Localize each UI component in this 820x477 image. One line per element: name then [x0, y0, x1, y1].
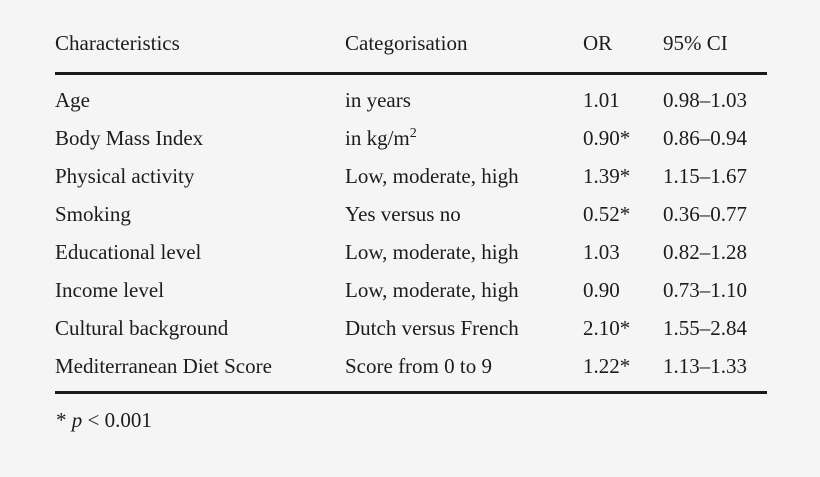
cell-95ci: 1.55–2.84	[663, 316, 747, 340]
cell-or: 2.10*	[583, 316, 631, 340]
cell-95ci: 0.98–1.03	[663, 88, 747, 112]
cell-characteristic: Body Mass Index	[55, 126, 204, 150]
results-table: Characteristics Categorisation OR 95% CI…	[55, 30, 767, 394]
cell-characteristic: Age	[55, 88, 90, 112]
table-row: Mediterranean Diet Score Score from 0 to …	[55, 347, 767, 394]
cell-characteristic: Mediterranean Diet Score	[55, 347, 345, 394]
table-row: Cultural background Dutch versus French 2.…	[55, 309, 767, 347]
cell-characteristic: Income level	[55, 278, 165, 302]
cell-categorisation: Low, moderate, high	[345, 278, 519, 302]
cell-or: 1.01	[583, 88, 620, 112]
cell-categorisation: Score from 0 to 9	[345, 347, 583, 394]
header-characteristics: Characteristics	[55, 30, 345, 75]
cell-characteristic: Educational level	[55, 240, 202, 264]
cell-categorisation: Low, moderate, high	[345, 240, 519, 264]
cell-categorisation: Yes versus no	[345, 202, 461, 226]
cell-or: 0.90	[583, 278, 620, 302]
table-row: Educational level Low, moderate, high 1.03…	[55, 233, 767, 271]
cell-95ci: 0.86–0.94	[663, 126, 747, 150]
header-95ci: 95% CI	[663, 30, 767, 75]
footnote: * p < 0.001	[55, 407, 767, 433]
categorisation-superscript: 2	[409, 126, 417, 141]
cell-categorisation: Dutch versus French	[345, 316, 519, 340]
cell-characteristic: Smoking	[55, 202, 131, 226]
cell-characteristic: Physical activity	[55, 164, 195, 188]
cell-95ci: 0.82–1.28	[663, 240, 747, 264]
table-row: Smoking Yes versus no 0.52* 0.36–0.77	[55, 195, 767, 233]
table-row: Income level Low, moderate, high 0.90 0.73–…	[55, 271, 767, 309]
cell-95ci: 1.15–1.67	[663, 164, 747, 188]
cell-categorisation: in years	[345, 88, 411, 112]
cell-categorisation: Low, moderate, high	[345, 164, 519, 188]
cell-categorisation: in kg/m2	[345, 126, 417, 150]
cell-95ci: 1.13–1.33	[663, 347, 767, 394]
header-categorisation: Categorisation	[345, 30, 583, 75]
table-body: Age in years 1.01 0.98–1.03 Body Mass Index i…	[55, 74, 767, 394]
table-row: Body Mass Index in kg/m2 0.90* 0.86–0.94	[55, 119, 767, 157]
header-row: Characteristics Categorisation OR 95% CI	[55, 30, 767, 75]
cell-or: 1.39*	[583, 164, 631, 188]
results-table-container: Characteristics Categorisation OR 95% CI…	[55, 30, 767, 433]
footnote-p-symbol: p	[71, 408, 83, 432]
footnote-condition: < 0.001	[82, 408, 152, 432]
table-row: Age in years 1.01 0.98–1.03	[55, 74, 767, 120]
cell-or: 0.90*	[583, 126, 631, 150]
footnote-marker: *	[56, 408, 72, 432]
cell-characteristic: Cultural background	[55, 316, 229, 340]
table-header: Characteristics Categorisation OR 95% CI	[55, 30, 767, 75]
cell-95ci: 0.36–0.77	[663, 202, 747, 226]
header-or: OR	[583, 30, 663, 75]
cell-or: 0.52*	[583, 202, 631, 226]
cell-95ci: 0.73–1.10	[663, 278, 747, 302]
table-row: Physical activity Low, moderate, high 1.39…	[55, 157, 767, 195]
cell-or: 1.03	[583, 240, 620, 264]
cell-or: 1.22*	[583, 347, 663, 394]
